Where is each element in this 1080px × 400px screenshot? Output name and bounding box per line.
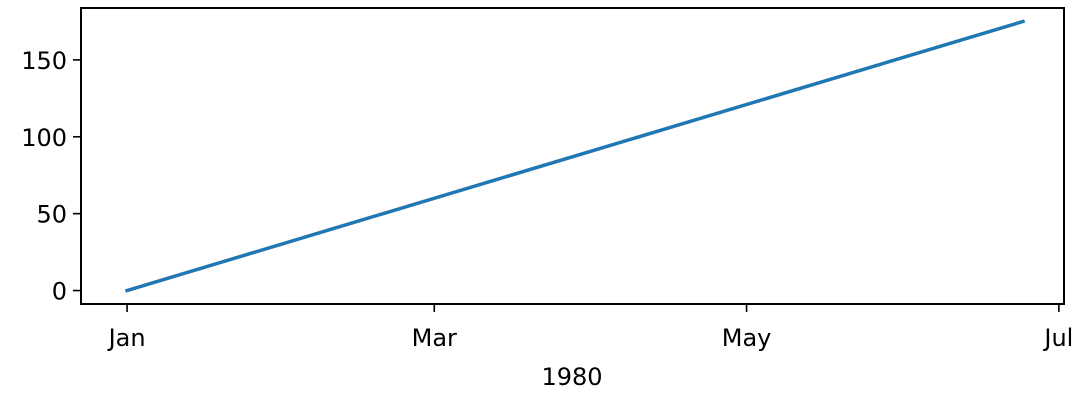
x-axis-label: 1980 xyxy=(541,363,602,391)
y-tick-label-2: 100 xyxy=(21,124,67,152)
series-layer xyxy=(124,19,1026,293)
y-tick-label-1: 50 xyxy=(36,201,67,229)
y-tick-label-0: 0 xyxy=(52,278,67,306)
x-tick-label-2: May xyxy=(722,324,772,352)
y-tick-label-3: 150 xyxy=(21,47,67,75)
x-tick-label-1: Mar xyxy=(412,324,457,352)
series-line-0 xyxy=(124,19,1026,293)
x-tick-label-3: Jul xyxy=(1042,324,1073,352)
y-axis: 0 50 100 150 xyxy=(21,47,81,306)
plot-frame xyxy=(80,7,1065,305)
x-tick-label-0: Jan xyxy=(107,324,146,352)
x-axis: Jan Mar May Jul xyxy=(107,304,1073,352)
